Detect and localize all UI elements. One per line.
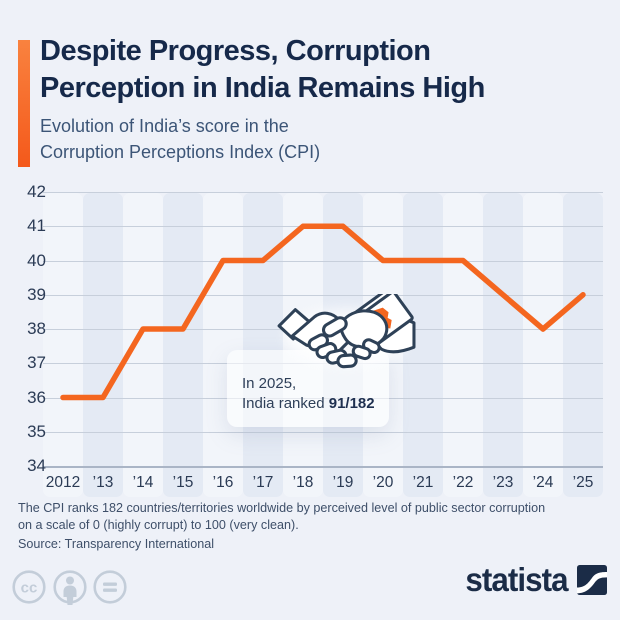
y-tick-34: 34 (27, 456, 46, 475)
accent-bar (18, 40, 30, 167)
gridline-42 (43, 192, 603, 193)
x-tick-2: ’14 (132, 474, 154, 491)
x-tick-12: ’24 (532, 474, 554, 491)
x-tick-0: 2012 (45, 474, 81, 491)
gridline-40 (43, 260, 603, 262)
title-line-1: Despite Progress, Corruption (40, 35, 431, 67)
annotation-rank-value: 91/182 (328, 395, 375, 412)
svg-text:cc: cc (21, 580, 38, 597)
x-tick-13: ’25 (572, 474, 594, 491)
annotation-line-2: India ranked 91/182 (242, 395, 375, 412)
year-band-10 (443, 193, 483, 497)
x-tick-6: ’18 (292, 474, 314, 491)
year-band-3 (163, 193, 203, 497)
cpi-india-line (60, 223, 586, 401)
y-tick-36: 36 (27, 387, 46, 407)
y-tick-41: 41 (27, 216, 46, 236)
y-tick-37: 37 (27, 353, 46, 373)
y-tick-38: 38 (27, 319, 46, 338)
statista-logo-text: statista (465, 561, 569, 598)
equals-icon (93, 570, 127, 604)
year-band-5 (243, 193, 283, 497)
x-tick-1: ’13 (92, 474, 114, 491)
x-tick-4: ’16 (212, 474, 234, 491)
x-tick-5: ’17 (252, 474, 274, 491)
bribe-handshake-icon (277, 294, 416, 369)
x-tick-10: ’22 (452, 474, 474, 491)
line-series-svg (60, 223, 586, 401)
statista-swoosh-icon (577, 565, 607, 595)
page-title: Despite Progress, Corruption Perception … (40, 33, 485, 107)
y-tick-40: 40 (27, 250, 46, 270)
y-tick-39: 39 (27, 284, 46, 304)
cc-icon (12, 570, 46, 604)
gridline-39 (43, 294, 603, 296)
year-band-12 (523, 193, 563, 497)
x-tick-9: ’21 (412, 474, 434, 491)
x-tick-11: ’23 (492, 474, 514, 491)
annotation-rank-prefix: India ranked (242, 395, 329, 412)
year-band-4 (203, 193, 243, 497)
title-line-2: Perception in India Remains High (40, 72, 485, 104)
x-tick-7: ’19 (332, 474, 354, 491)
annotation-line-1: In 2025, (242, 375, 297, 392)
thumb (321, 316, 348, 338)
cc-license-icons: cc (12, 570, 127, 605)
year-band-1 (83, 193, 123, 497)
y-tick-35: 35 (27, 421, 46, 441)
cpi-line-chart: In 2025, India ranked 91/182 (0, 180, 620, 512)
year-band-13 (563, 193, 603, 497)
gridline-35 (43, 431, 603, 433)
subtitle-line-2: Corruption Perceptions Index (CPI) (40, 142, 321, 162)
statista-logo: statista (460, 561, 607, 598)
x-tick-3: ’15 (172, 474, 194, 491)
subtitle-line-1: Evolution of India’s score in the (40, 116, 289, 136)
x-tick-8: ’20 (372, 474, 394, 491)
source-text: Source: Transparency International (18, 537, 215, 551)
y-tick-42: 42 (27, 182, 46, 201)
footnote-line-1: The CPI ranks 182 countries/territories … (18, 501, 546, 515)
year-band-11 (483, 193, 523, 497)
year-band-0 (43, 193, 83, 497)
chart-subtitle: Evolution of India’s score in the Corrup… (40, 113, 320, 165)
footnote-line-2: on a scale of 0 (highly corrupt) to 100 … (18, 518, 299, 532)
x-axis-line (43, 466, 603, 468)
footnote: The CPI ranks 182 countries/territories … (18, 500, 545, 534)
year-band-2 (123, 193, 163, 497)
